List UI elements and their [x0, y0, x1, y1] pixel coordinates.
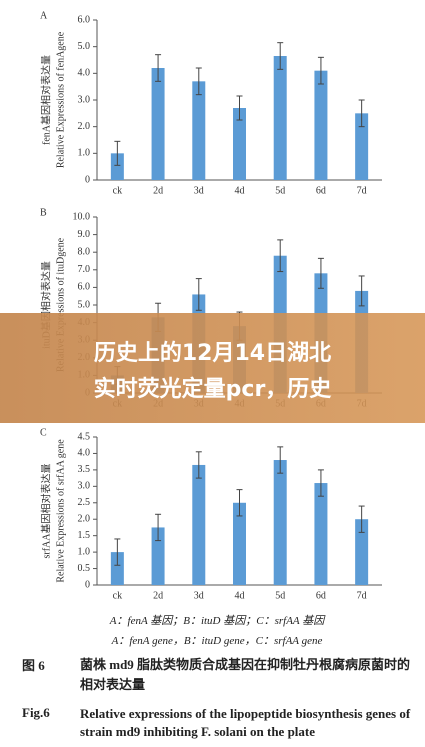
caption-en-block: Fig.6 Relative expressions of the lipope… — [22, 705, 412, 741]
bar — [110, 153, 124, 180]
fig-label: 图 6 — [22, 658, 45, 673]
x-tick-label: 3d — [194, 185, 204, 196]
y-tick-label: 4.0 — [78, 68, 91, 79]
banner-line: 历史上的12月14日湖北 — [93, 341, 332, 366]
bar — [314, 483, 328, 585]
bar — [314, 70, 328, 180]
x-tick-label: ck — [113, 590, 122, 601]
x-tick-label: 6d — [316, 185, 326, 196]
y-tick-label: 2.0 — [78, 121, 91, 132]
y-tick-label: 0 — [85, 174, 90, 185]
y-tick-label: 1.5 — [78, 530, 91, 541]
y-axis-label: Relative Expressions of ituDgene — [55, 237, 66, 372]
y-tick-label: 1.0 — [78, 148, 91, 159]
x-tick-label: 4d — [235, 185, 245, 196]
y-tick-label: 9.0 — [78, 229, 91, 240]
panel-label: A — [40, 10, 48, 21]
x-tick-label: 2d — [153, 590, 163, 601]
y-tick-label: 7.0 — [78, 264, 91, 275]
y-axis-label: Relative Expressions of fenAgene — [55, 31, 66, 168]
x-tick-label: 7d — [357, 185, 367, 196]
panel-label: B — [40, 207, 47, 218]
bar — [273, 56, 287, 180]
caption: 菌株 md9 脂肽类物质合成基因在抑制牡丹根腐病原菌时的相对表达量 — [80, 657, 411, 692]
y-tick-label: 5.0 — [78, 41, 91, 52]
bar — [233, 108, 246, 180]
bar — [355, 519, 369, 585]
y-tick-label: 2.5 — [78, 497, 91, 508]
legend-cn: A：fenA 基因；B：ituD 基因；C：srfAA 基因 — [109, 615, 325, 627]
y-tick-label: 0 — [85, 579, 90, 590]
y-tick-label: 4.5 — [78, 431, 91, 442]
y-tick-label: 8.0 — [78, 246, 91, 257]
x-tick-label: ck — [113, 185, 122, 196]
bar — [151, 68, 165, 180]
x-tick-label: 3d — [194, 590, 204, 601]
y-tick-label: 3.0 — [78, 481, 91, 492]
bar — [355, 113, 369, 180]
y-tick-label: 3.5 — [78, 464, 91, 475]
banner: 历史上的12月14日湖北 实时荧光定量pcr，历史 — [0, 313, 425, 423]
bar — [110, 552, 124, 585]
bar — [151, 527, 165, 585]
y-tick-label: 10.0 — [73, 211, 91, 222]
y-axis-label: fenA基因相对表达量 — [39, 55, 52, 145]
x-tick-label: 4d — [235, 590, 245, 601]
panel-label: C — [40, 427, 47, 438]
x-tick-label: 2d — [153, 185, 163, 196]
y-tick-label: 6.0 — [78, 14, 91, 25]
y-tick-label: 1.0 — [78, 546, 91, 557]
x-tick-label: 5d — [275, 185, 285, 196]
x-tick-label: 7d — [357, 590, 367, 601]
bar — [192, 81, 206, 180]
y-tick-label: 2.0 — [78, 514, 91, 525]
caption: Relative expressions of the lipopeptide … — [80, 706, 411, 739]
bar — [233, 502, 246, 585]
y-tick-label: 5.0 — [78, 299, 91, 310]
y-tick-label: 4.0 — [78, 448, 91, 459]
y-axis-label: Relative Expressions of srfAA gene — [55, 439, 66, 583]
caption-cn-block: 图 6 菌株 md9 脂肽类物质合成基因在抑制牡丹根腐病原菌时的相对表达量 — [22, 655, 412, 695]
legend-en: A：fenA gene，B：ituD gene，C：srfAA gene — [111, 635, 323, 647]
banner-line: 实时荧光定量pcr，历史 — [93, 377, 332, 402]
y-tick-label: 3.0 — [78, 94, 91, 105]
x-tick-label: 5d — [275, 590, 285, 601]
y-axis-label: srfAA基因相对表达量 — [39, 464, 52, 559]
fig-label: Fig.6 — [22, 705, 50, 720]
y-tick-label: 0.5 — [78, 563, 91, 574]
y-tick-label: 6.0 — [78, 282, 91, 293]
bar — [273, 460, 287, 585]
bar — [192, 464, 206, 585]
x-tick-label: 6d — [316, 590, 326, 601]
